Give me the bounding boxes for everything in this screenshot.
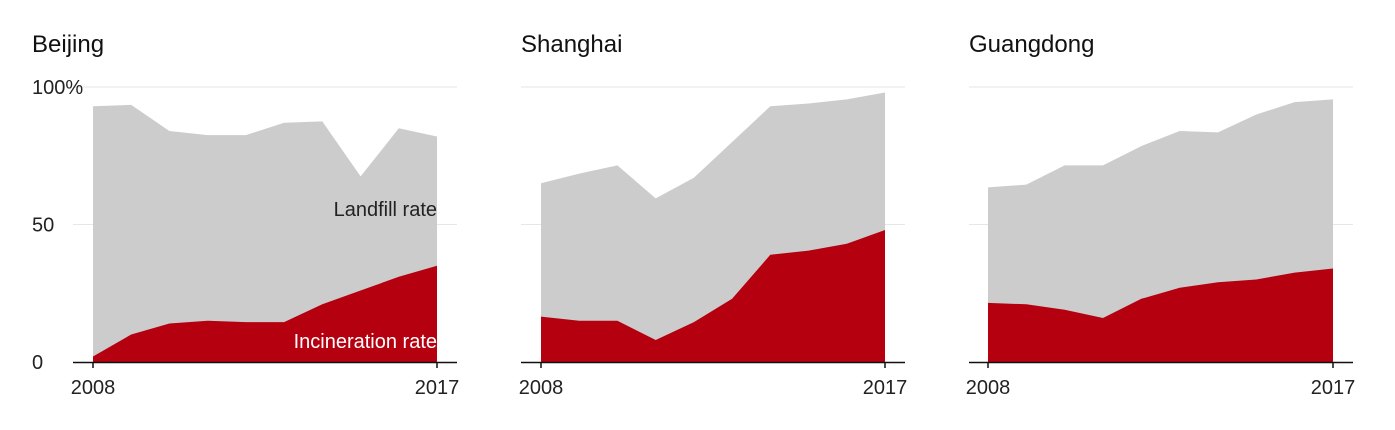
incineration-rate-area <box>988 268 1333 362</box>
panel-title: Shanghai <box>521 31 622 58</box>
incineration-rate-label: Incineration rate <box>294 331 437 353</box>
panel-title: Beijing <box>32 31 104 58</box>
y-tick-label: 50 <box>32 215 54 237</box>
panel-beijing: Beijing 2008 2017 0 50 100% Landfill rate Incin… <box>32 31 459 399</box>
x-tick-label: 2008 <box>71 377 116 399</box>
panel-shanghai: Shanghai 2008 2017 <box>519 31 908 399</box>
landfill-rate-label: Landfill rate <box>334 199 437 221</box>
incineration-rate-area <box>541 230 885 362</box>
x-tick-label: 2017 <box>415 377 460 399</box>
panel-guangdong: Guangdong 2008 2017 <box>966 31 1356 399</box>
x-tick-label: 2008 <box>519 377 564 399</box>
y-tick-label: 100% <box>32 77 83 99</box>
incineration-rate-area <box>93 265 437 362</box>
x-tick-label: 2008 <box>966 377 1011 399</box>
panel-title: Guangdong <box>969 31 1094 58</box>
x-tick-label: 2017 <box>1311 377 1356 399</box>
x-tick-label: 2017 <box>863 377 908 399</box>
y-tick-label: 0 <box>32 352 43 374</box>
